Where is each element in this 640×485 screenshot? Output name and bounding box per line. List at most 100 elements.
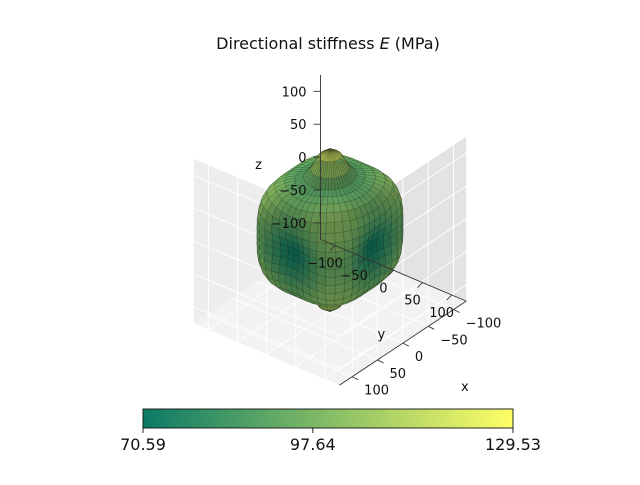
surface-facet xyxy=(334,221,344,234)
y-tick-label: −100 xyxy=(307,257,343,272)
surface-facet xyxy=(377,272,386,283)
surface-facet xyxy=(259,232,266,246)
grid-xback-z xyxy=(193,273,340,337)
surface-facet xyxy=(334,298,344,306)
colorbar-tick-label: 70.59 xyxy=(120,435,166,454)
surface-facet xyxy=(333,303,343,307)
surface-facet xyxy=(325,285,336,294)
surface-facet xyxy=(358,248,364,260)
surface-facet xyxy=(296,236,304,248)
surface-facet xyxy=(347,296,357,304)
surface-facet xyxy=(340,210,351,222)
surface-facet xyxy=(333,202,342,213)
y-tick-label: 50 xyxy=(404,294,421,309)
x-tick xyxy=(377,359,384,364)
surface-facet xyxy=(303,297,314,304)
surface-facet xyxy=(316,232,326,244)
surface-facet xyxy=(367,210,375,224)
grid-yback-z xyxy=(339,251,467,337)
surface-facet xyxy=(333,211,343,223)
surface-facet xyxy=(325,299,335,306)
grid-xback-z xyxy=(193,306,340,370)
surface-facet xyxy=(278,264,287,275)
surface-facet xyxy=(321,148,331,161)
grid-yback-z xyxy=(339,284,467,370)
z-tick-label: 50 xyxy=(290,118,307,133)
surface-facet xyxy=(329,148,342,158)
colorbar-tick-label: 129.53 xyxy=(485,435,541,454)
y-tick xyxy=(329,245,336,251)
colorbar-gradient xyxy=(142,408,514,429)
surface-facet xyxy=(329,148,338,161)
x-tick xyxy=(351,376,359,381)
surface-facet xyxy=(302,221,312,233)
surface-facet xyxy=(390,241,398,254)
surface-facet xyxy=(274,182,286,192)
surface-facet xyxy=(371,250,379,262)
surface-facet xyxy=(325,232,336,244)
title-symbol: E xyxy=(380,34,391,53)
surface-facet xyxy=(364,273,370,287)
x-axis-label: x xyxy=(461,380,469,395)
chart-title: Directional stiffness E (MPa) xyxy=(216,34,440,53)
surface-facet xyxy=(342,219,352,233)
surface-facet xyxy=(374,266,381,279)
x-tick-label: −100 xyxy=(466,317,502,332)
grid-floor-y xyxy=(324,294,452,380)
surface-facet xyxy=(343,229,353,242)
surface-facet xyxy=(325,293,336,301)
surface-facet xyxy=(276,174,289,181)
surface-facet xyxy=(268,191,279,204)
surface-facet xyxy=(286,239,294,249)
surface-facet xyxy=(329,309,336,312)
x-tick-label: 50 xyxy=(390,367,407,382)
surface-facet xyxy=(266,183,276,195)
surface-facet xyxy=(316,242,326,253)
surface-facet xyxy=(366,247,372,258)
surface-facet xyxy=(372,224,381,236)
surface-facet xyxy=(334,291,345,301)
surface-facet xyxy=(292,241,300,251)
surface-facet xyxy=(309,222,319,234)
surface-facet xyxy=(372,207,381,221)
surface-facet xyxy=(304,172,313,184)
surface-facet xyxy=(329,148,341,153)
surface-facet xyxy=(300,184,311,193)
surface-facet xyxy=(334,231,345,244)
surface-facet xyxy=(325,276,336,286)
x-tick-label: −50 xyxy=(440,333,467,348)
x-tick-label: 0 xyxy=(415,350,423,365)
y-tick xyxy=(358,257,365,264)
surface-facet xyxy=(326,148,331,162)
surface-facet xyxy=(278,220,286,233)
title-suffix: (MPa) xyxy=(390,34,440,53)
z-tick-label: −100 xyxy=(271,217,307,232)
surface-facet xyxy=(326,212,335,224)
surface-facet xyxy=(290,234,299,245)
y-tick-label: 0 xyxy=(379,281,387,296)
surface-facet xyxy=(276,285,287,293)
z-tick-label: 100 xyxy=(282,85,307,100)
colorbar-tick-label: 97.64 xyxy=(290,435,336,454)
y-axis-label: y xyxy=(378,327,386,342)
grid-floor-y xyxy=(295,282,423,367)
x-tick xyxy=(428,325,435,330)
surface-facet xyxy=(275,186,288,196)
surface-facet xyxy=(362,281,371,294)
surface-facet xyxy=(326,203,334,214)
surface-facet xyxy=(338,202,348,212)
surface-facet xyxy=(293,247,300,257)
surface-facet xyxy=(302,230,310,242)
surface-facet xyxy=(343,239,353,252)
surface-facet xyxy=(309,231,318,243)
surface-facet xyxy=(271,262,280,274)
y-tick xyxy=(446,294,452,301)
y-tick-label: 100 xyxy=(429,306,454,321)
surface-facet xyxy=(343,287,353,299)
surface-facet xyxy=(303,185,313,195)
surface-facet xyxy=(296,219,305,231)
z-axis-label: z xyxy=(255,158,262,173)
surface-facet xyxy=(284,214,293,227)
surface-facet xyxy=(325,222,335,234)
